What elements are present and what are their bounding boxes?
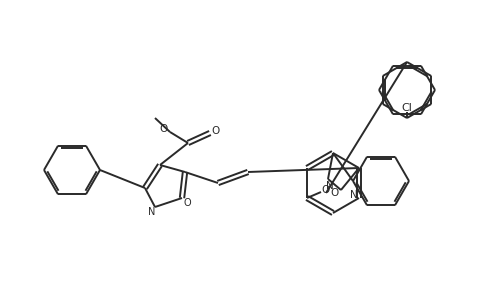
Text: N: N [349, 190, 357, 200]
Text: O: O [183, 198, 190, 208]
Text: N: N [326, 181, 333, 191]
Text: O: O [330, 188, 339, 198]
Text: O: O [320, 185, 329, 195]
Text: Cl: Cl [401, 103, 412, 113]
Text: O: O [211, 126, 219, 136]
Text: N: N [148, 207, 155, 217]
Text: O: O [159, 124, 168, 134]
